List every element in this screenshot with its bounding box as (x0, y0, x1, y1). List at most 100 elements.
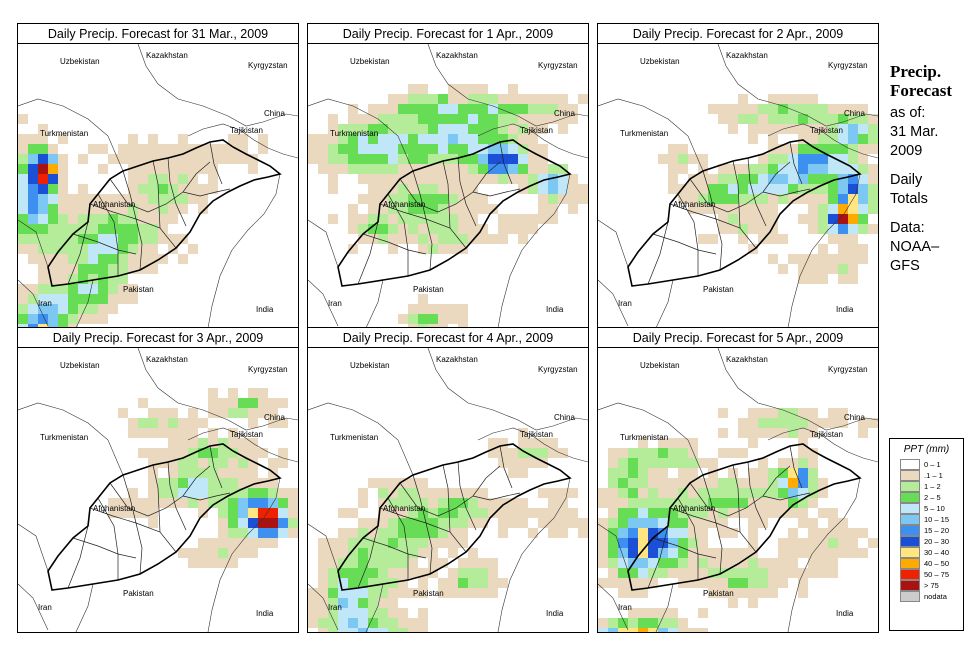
province-border (109, 465, 211, 517)
precip-cell (68, 234, 78, 244)
map-canvas: UzbekistanKazakhstanKyrgyzstanTurkmenist… (308, 348, 588, 632)
precip-cell (68, 244, 78, 254)
precip-cell (388, 618, 398, 628)
precip-cell (168, 164, 178, 174)
precip-cell (858, 124, 868, 134)
precip-map: Uzbekistan Kazakhstan Kyrgyzstan Turkmenist… (598, 348, 878, 632)
precip-cell (628, 568, 638, 578)
precip-cell (418, 174, 428, 184)
precip-cell (38, 164, 48, 174)
precip-cell (858, 528, 868, 538)
precip-cell (328, 154, 338, 164)
precip-cell (408, 528, 418, 538)
precip-cell (448, 528, 458, 538)
precip-cell (828, 528, 838, 538)
precip-cell (578, 94, 588, 104)
precip-cell (848, 124, 858, 134)
precip-cell (628, 458, 638, 468)
precip-cell (138, 508, 148, 518)
precip-cell (858, 174, 868, 184)
precip-cell (228, 508, 238, 518)
precip-cell (618, 568, 628, 578)
precip-cell (68, 304, 78, 314)
precip-cell (768, 114, 778, 124)
precip-cell (618, 558, 628, 568)
province-border (357, 221, 379, 285)
precip-cell (358, 518, 368, 528)
precip-cell (838, 408, 848, 418)
province-border (67, 525, 89, 589)
precip-cell (428, 488, 438, 498)
precip-cell (398, 114, 408, 124)
precip-cell (428, 314, 438, 324)
precip-cell (388, 224, 398, 234)
precip-cell (218, 478, 228, 488)
precip-cell (178, 194, 188, 204)
precip-cell (698, 498, 708, 508)
precip-cell (658, 488, 668, 498)
province-border (647, 525, 669, 589)
panel-title: Daily Precip. Forecast for 2 Apr., 2009 (598, 24, 878, 44)
precip-cell (218, 528, 228, 538)
precip-cell (658, 568, 668, 578)
precip-cell (418, 528, 428, 538)
precip-cell (798, 428, 808, 438)
precip-cell (608, 538, 618, 548)
precip-cell (848, 264, 858, 274)
precip-cell (518, 214, 528, 224)
precip-cell (398, 204, 408, 214)
precip-cell (648, 578, 658, 588)
precip-cell (378, 224, 388, 234)
precip-cell (38, 194, 48, 204)
precip-cell (148, 508, 158, 518)
precip-cell (118, 154, 128, 164)
precip-cell (418, 508, 428, 518)
precip-cell (178, 488, 188, 498)
province-border (442, 160, 451, 229)
as-of-date-line1: 31 Mar. (890, 124, 939, 140)
country-label-tajikistan: Tajikistan (520, 126, 553, 135)
precip-cell (838, 114, 848, 124)
panel-title: Daily Precip. Forecast for 31 Mar., 2009 (18, 24, 298, 44)
precip-cell (628, 538, 638, 548)
precip-cell (658, 538, 668, 548)
precip-cell (728, 598, 738, 608)
precip-cell (498, 144, 508, 154)
precip-cell (788, 528, 798, 538)
precip-cell (288, 518, 298, 528)
precip-cell (208, 408, 218, 418)
precip-cell (448, 304, 458, 314)
country-border (787, 477, 861, 632)
precip-cell (408, 508, 418, 518)
precip-cell (18, 324, 28, 328)
precip-cell (438, 498, 448, 508)
precip-cell (758, 478, 768, 488)
precip-cell (128, 204, 138, 214)
precip-cell (108, 304, 118, 314)
precip-cell (688, 538, 698, 548)
precip-cell (498, 498, 508, 508)
precip-cell (788, 558, 798, 568)
legend-swatch (900, 558, 920, 569)
precip-cell (458, 488, 468, 498)
precip-cell (248, 508, 258, 518)
legend-swatch (900, 470, 920, 481)
precip-cell (788, 418, 798, 428)
country-label-iran: Iran (328, 299, 342, 308)
precip-cell (268, 528, 278, 538)
country-label-iran: Iran (38, 603, 52, 612)
precip-cell (18, 164, 28, 174)
precip-cell (238, 498, 248, 508)
precip-cell (828, 164, 838, 174)
precip-cell (148, 418, 158, 428)
precip-cell (468, 548, 478, 558)
precip-cell (128, 144, 138, 154)
precip-cell (598, 538, 608, 548)
province-border (362, 537, 427, 559)
precip-cell (108, 284, 118, 294)
precip-cell (418, 184, 428, 194)
precip-cell (428, 558, 438, 568)
precip-cell (838, 418, 848, 428)
precip-cell (388, 114, 398, 124)
